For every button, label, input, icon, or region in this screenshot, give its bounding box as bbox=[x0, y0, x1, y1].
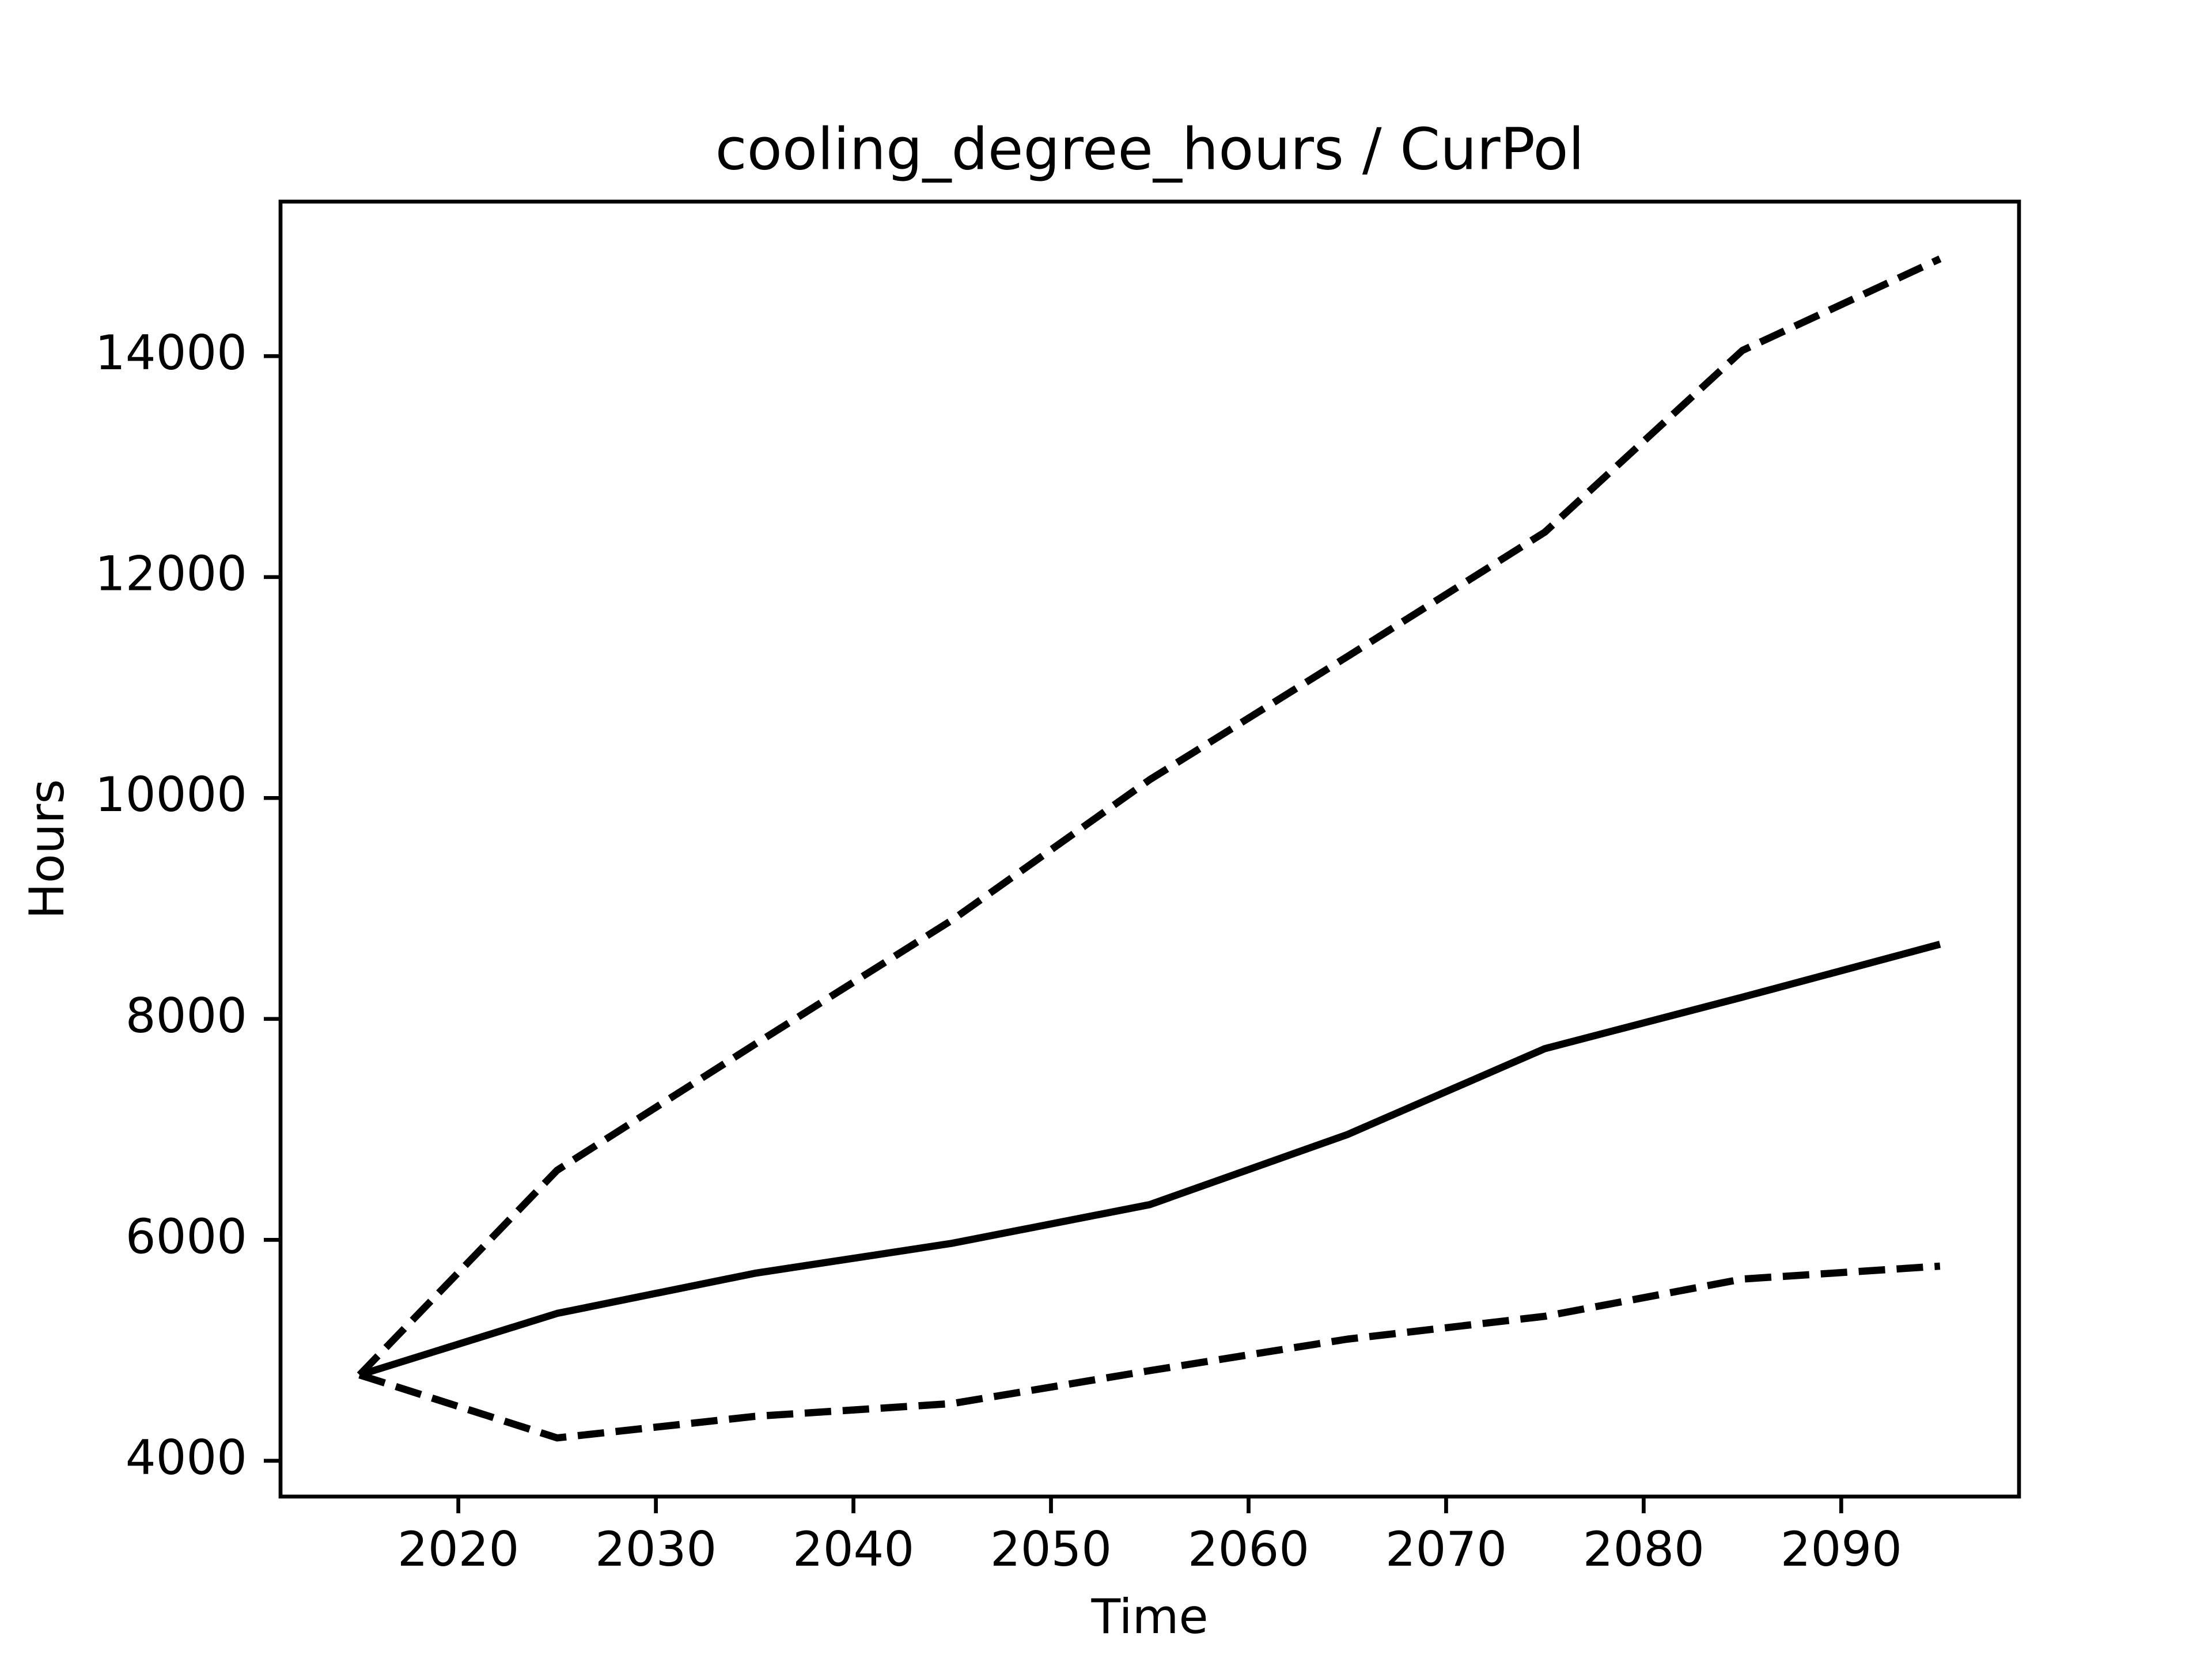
x-tick-label: 2040 bbox=[793, 1521, 914, 1577]
x-tick-label: 2060 bbox=[1188, 1521, 1309, 1577]
y-tick-label: 8000 bbox=[126, 988, 247, 1044]
y-tick-label: 10000 bbox=[95, 767, 247, 823]
x-tick-label: 2080 bbox=[1583, 1521, 1705, 1577]
y-axis-label: Hours bbox=[19, 779, 75, 919]
y-tick-label: 14000 bbox=[95, 325, 247, 381]
x-tick-label: 2020 bbox=[397, 1521, 519, 1577]
y-tick-label: 4000 bbox=[126, 1430, 247, 1486]
series-line bbox=[358, 941, 1941, 1378]
x-tick-label: 2050 bbox=[990, 1521, 1112, 1577]
x-tick-label: 2070 bbox=[1385, 1521, 1507, 1577]
x-tick-label: 2030 bbox=[595, 1521, 717, 1577]
y-tick-label: 12000 bbox=[95, 546, 247, 602]
x-axis-label: Time bbox=[1090, 1589, 1208, 1645]
plot-frame bbox=[278, 199, 2021, 1499]
series-line bbox=[357, 255, 1942, 1378]
x-tick-label: 2090 bbox=[1781, 1521, 1902, 1577]
series-line bbox=[358, 1262, 1941, 1442]
chart-title: cooling_degree_hours / CurPol bbox=[715, 115, 1585, 183]
y-tick-label: 6000 bbox=[126, 1209, 247, 1264]
